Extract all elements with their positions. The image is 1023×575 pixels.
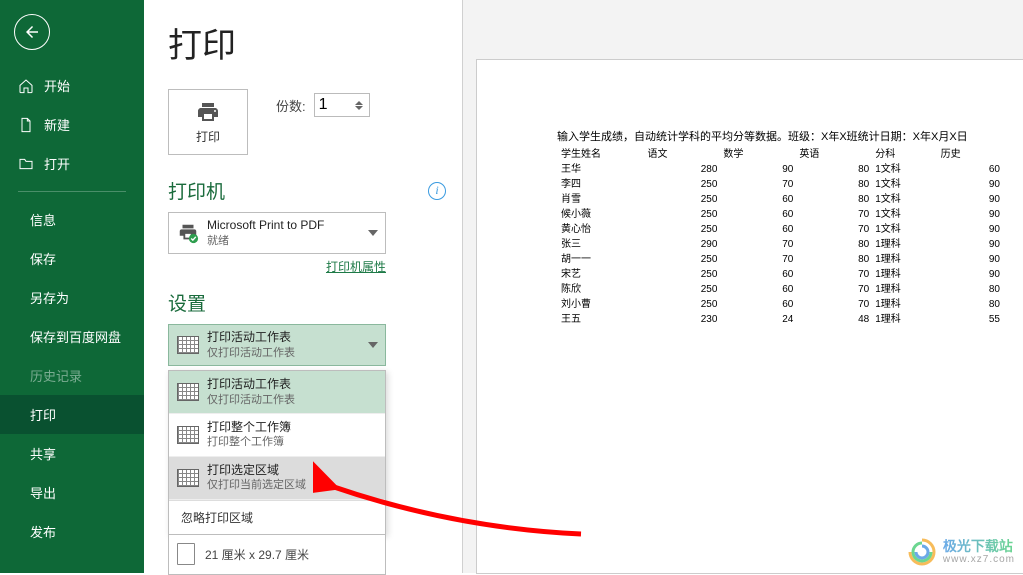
nav-file[interactable]: 新建: [0, 105, 144, 144]
print-panel: 打印 打印 份数: 1 打印机 i Microsoft Print to PDF…: [144, 0, 454, 573]
nav-home[interactable]: 开始: [0, 66, 144, 105]
watermark-logo: [907, 537, 937, 567]
copies-label: 份数:: [276, 96, 306, 115]
page-title: 打印: [168, 18, 446, 67]
nav-sub-item[interactable]: 打印: [0, 395, 144, 434]
settings-heading: 设置: [168, 289, 206, 316]
menu-ignore-print-area[interactable]: 忽略打印区域: [169, 501, 385, 534]
nav-sub-item[interactable]: 信息: [0, 200, 144, 239]
print-scope-menu: 打印活动工作表仅打印活动工作表打印整个工作簿打印整个工作簿打印选定区域仅打印当前…: [168, 370, 386, 535]
sidebar: 开始新建打开 信息保存另存为保存到百度网盘历史记录打印共享导出发布: [0, 0, 144, 573]
menu-item[interactable]: 打印整个工作簿打印整个工作簿: [169, 414, 385, 457]
nav-sub-item[interactable]: 发布: [0, 512, 144, 551]
printer-properties-link[interactable]: 打印机属性: [168, 258, 386, 275]
chevron-down-icon: [367, 339, 379, 351]
menu-item[interactable]: 打印活动工作表仅打印活动工作表: [169, 371, 385, 414]
page-icon: [177, 543, 195, 565]
print-button[interactable]: 打印: [168, 89, 248, 155]
preview-page: 输入学生成绩，自动统计学科的平均分等数据。班级：X年X班统计日期：X年X月X日 …: [477, 60, 1023, 573]
nav-sub-item[interactable]: 另存为: [0, 278, 144, 317]
nav-sub-item[interactable]: 共享: [0, 434, 144, 473]
nav-sub-item[interactable]: 保存: [0, 239, 144, 278]
preview-table: 学生姓名语文数学英语分科历史王华28090801文科60李四25070801文科…: [557, 146, 1004, 328]
nav-folder[interactable]: 打开: [0, 144, 144, 183]
printer-dropdown[interactable]: Microsoft Print to PDF 就绪: [168, 212, 386, 254]
print-preview: 输入学生成绩，自动统计学科的平均分等数据。班级：X年X班统计日期：X年X月X日 …: [462, 0, 1023, 573]
copies-up[interactable]: [355, 101, 363, 105]
watermark: 极光下载站 www.xz7.com: [907, 537, 1015, 567]
nav-sub-item[interactable]: 保存到百度网盘: [0, 317, 144, 356]
copies-input[interactable]: 1: [314, 93, 370, 117]
chevron-down-icon: [367, 227, 379, 239]
nav-sub-item[interactable]: 导出: [0, 473, 144, 512]
copies-down[interactable]: [355, 106, 363, 110]
paper-size-row[interactable]: 21 厘米 x 29.7 厘米: [168, 535, 386, 575]
info-icon[interactable]: i: [428, 182, 446, 200]
print-scope-dropdown[interactable]: 打印活动工作表 仅打印活动工作表: [168, 324, 386, 366]
printer-icon: [194, 100, 222, 124]
printer-status-icon: [177, 222, 199, 244]
printer-heading: 打印机: [168, 177, 225, 204]
menu-item[interactable]: 打印选定区域仅打印当前选定区域: [169, 457, 385, 500]
back-button[interactable]: [14, 14, 50, 50]
nav-sub-item: 历史记录: [0, 356, 144, 395]
sheet-icon: [177, 334, 199, 356]
